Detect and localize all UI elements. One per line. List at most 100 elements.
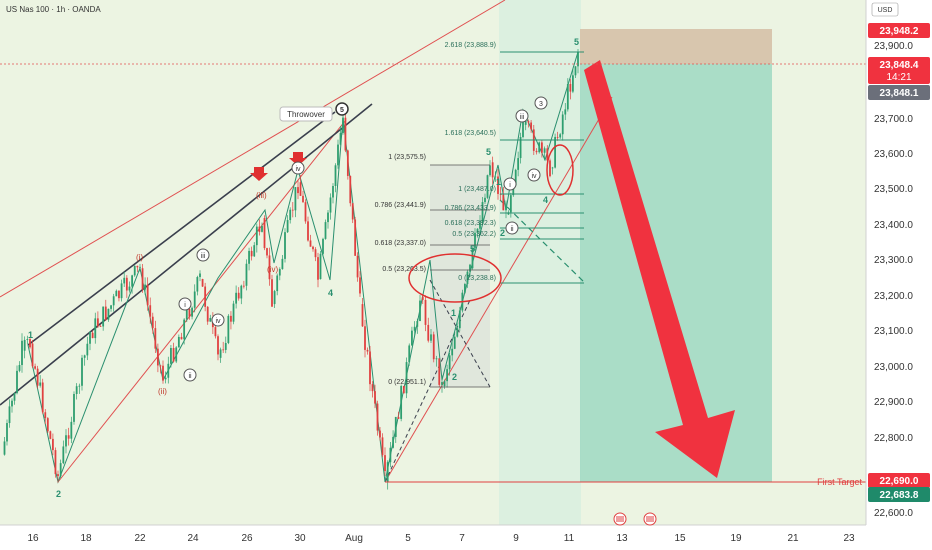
wave-1-sub: 1 — [496, 177, 501, 187]
candle-body — [162, 365, 164, 381]
candle-body — [133, 265, 136, 276]
candle-body — [26, 339, 29, 340]
currency-label: USD — [878, 7, 893, 14]
candle-body — [167, 363, 170, 378]
candle-body — [128, 286, 131, 291]
candle-body — [369, 351, 371, 385]
fib-right-0786: 0.786 (23,433.9) — [445, 205, 496, 212]
candle-body — [299, 182, 302, 196]
wave-5-top: 5 — [574, 37, 579, 47]
fib-right-05: 0.5 (23,362.2) — [452, 231, 496, 238]
candle-body — [556, 136, 559, 138]
candle-body — [204, 286, 207, 307]
wave-1-major: 1 — [28, 330, 33, 340]
candle-body — [427, 324, 430, 341]
candle-body — [91, 332, 94, 339]
candle-body — [188, 308, 191, 317]
candle-body — [291, 209, 294, 211]
candle-body — [159, 365, 162, 367]
candle-body — [146, 284, 149, 306]
candle-body — [448, 355, 451, 370]
candle-body — [572, 75, 574, 92]
candle-body — [332, 185, 334, 198]
candle-body — [474, 232, 476, 248]
candle-body — [78, 385, 81, 387]
circled-i-2: i — [509, 182, 511, 189]
candle-body — [8, 406, 11, 424]
candle-body — [413, 326, 416, 331]
candle-body — [491, 162, 494, 178]
candle-body — [206, 306, 209, 322]
fib-right-0618: 0.618 (23,392.3) — [445, 220, 496, 227]
candle-body — [139, 266, 141, 268]
candle-body — [327, 212, 329, 223]
tick-23700: 23,700.0 — [874, 114, 913, 125]
candle-body — [183, 319, 186, 340]
candle-body — [464, 284, 466, 293]
candle-body — [261, 226, 263, 232]
candle-body — [217, 336, 219, 355]
tick-23900: 23,900.0 — [874, 41, 913, 52]
candle-body — [81, 357, 83, 386]
candle-body — [230, 315, 232, 322]
candle-body — [317, 257, 319, 280]
circled-iv-3: iv — [531, 173, 537, 180]
tick-22900: 22,900.0 — [874, 397, 913, 408]
tick-23400: 23,400.0 — [874, 220, 913, 231]
candle-body — [172, 347, 175, 362]
candle-body — [574, 66, 577, 76]
candle-body — [36, 368, 39, 386]
candle-body — [191, 307, 193, 317]
tag-low — [868, 487, 930, 502]
candle-body — [453, 336, 456, 349]
candle-body — [89, 332, 91, 344]
wave-5-sub: 5 — [470, 244, 475, 254]
candle-body — [364, 326, 366, 350]
candle-body — [136, 265, 139, 268]
currency-badge[interactable] — [871, 2, 899, 17]
wave-iv-paren: (iv) — [267, 265, 278, 274]
candle-body — [527, 121, 530, 123]
candle-body — [543, 148, 546, 153]
candle-body — [271, 279, 273, 307]
tag-target-text: 22,690.0 — [880, 476, 919, 487]
tick-23000: 23,000.0 — [874, 362, 913, 373]
candle-body — [110, 305, 112, 309]
candle-body — [481, 202, 484, 223]
candle-body — [530, 122, 532, 130]
down-marker-1 — [250, 167, 268, 181]
tag-countdown-text: 14:21 — [886, 72, 911, 83]
candle-body — [559, 134, 562, 138]
tag-stop — [868, 23, 930, 38]
candle-body — [458, 310, 461, 329]
candle-body — [342, 117, 344, 133]
candle-body — [29, 339, 31, 348]
tick-23500: 23,500.0 — [874, 184, 913, 195]
candle-body — [46, 418, 49, 432]
candle-body — [554, 136, 556, 168]
candle-body — [408, 345, 411, 363]
candle-body — [94, 318, 97, 339]
candle-body — [258, 226, 261, 232]
candle-body — [386, 462, 389, 482]
xtick-11: 11 — [564, 533, 575, 544]
time-axis[interactable] — [0, 525, 866, 550]
candle-body — [494, 176, 497, 178]
candle-body — [294, 187, 297, 211]
fib-right-0: 0 (23,238.8) — [458, 275, 496, 282]
candle-body — [312, 246, 314, 250]
candle-body — [141, 268, 144, 290]
xtick-22: 22 — [134, 533, 146, 544]
xtick-23: 23 — [843, 533, 855, 544]
tick-23100: 23,100.0 — [874, 326, 913, 337]
candle-body — [54, 450, 57, 475]
xtick-7: 7 — [459, 533, 465, 544]
fib-left-1: 1 (23,575.5) — [388, 154, 426, 161]
candle-body — [21, 340, 23, 366]
fib-right-1618: 1.618 (23,640.5) — [445, 130, 496, 137]
candle-body — [154, 328, 157, 349]
candle-body — [52, 438, 54, 451]
candle-body — [359, 277, 361, 294]
candle-body — [405, 362, 408, 394]
candle-body — [400, 385, 403, 419]
